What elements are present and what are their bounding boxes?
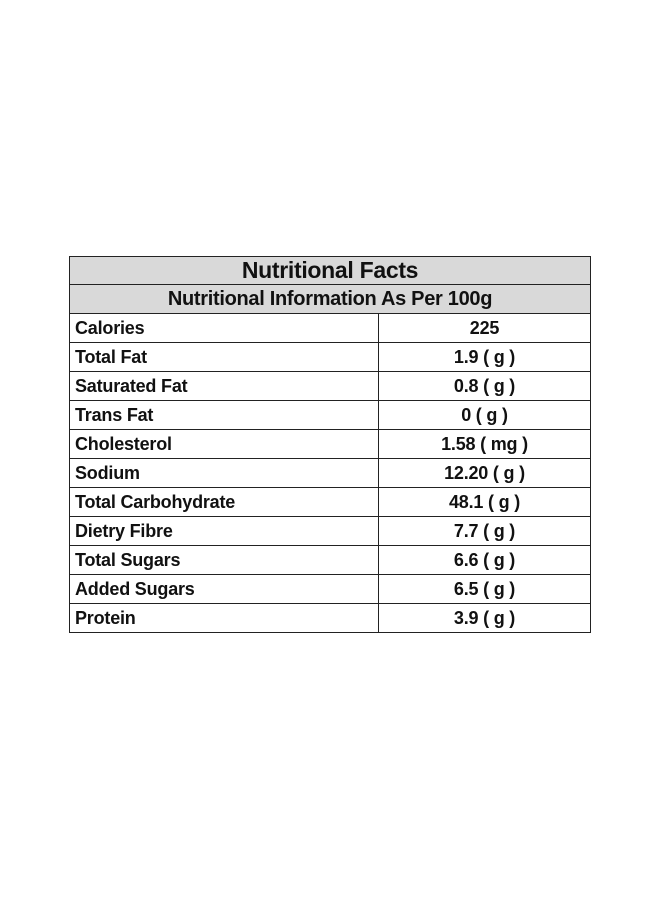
nutrient-name: Sodium [69, 458, 379, 488]
table-row: Total Sugars 6.6 ( g ) [69, 545, 591, 575]
nutrient-name: Total Carbohydrate [69, 487, 379, 517]
nutrient-name: Saturated Fat [69, 371, 379, 401]
table-row: Trans Fat 0 ( g ) [69, 400, 591, 430]
table-row: Cholesterol 1.58 ( mg ) [69, 429, 591, 459]
nutrient-value: 0.8 ( g ) [378, 371, 591, 401]
nutrient-value: 0 ( g ) [378, 400, 591, 430]
table-title-row: Nutritional Facts [69, 256, 591, 285]
table-row: Dietry Fibre 7.7 ( g ) [69, 516, 591, 546]
nutrient-name: Trans Fat [69, 400, 379, 430]
nutrient-name: Calories [69, 313, 379, 343]
nutrient-name: Dietry Fibre [69, 516, 379, 546]
nutrient-value: 7.7 ( g ) [378, 516, 591, 546]
nutrient-value: 1.9 ( g ) [378, 342, 591, 372]
nutrient-value: 1.58 ( mg ) [378, 429, 591, 459]
nutrient-name: Added Sugars [69, 574, 379, 604]
table-title: Nutritional Facts [69, 256, 591, 285]
table-row: Protein 3.9 ( g ) [69, 603, 591, 633]
table-row: Total Fat 1.9 ( g ) [69, 342, 591, 372]
table-row: Total Carbohydrate 48.1 ( g ) [69, 487, 591, 517]
nutrient-value: 12.20 ( g ) [378, 458, 591, 488]
nutrient-name: Total Sugars [69, 545, 379, 575]
table-subtitle-row: Nutritional Information As Per 100g [69, 284, 591, 314]
table-subtitle: Nutritional Information As Per 100g [69, 284, 591, 314]
table-row: Calories 225 [69, 313, 591, 343]
nutrient-name: Cholesterol [69, 429, 379, 459]
nutrient-name: Total Fat [69, 342, 379, 372]
nutrient-value: 225 [378, 313, 591, 343]
nutrient-value: 6.5 ( g ) [378, 574, 591, 604]
nutrient-value: 3.9 ( g ) [378, 603, 591, 633]
table-row: Saturated Fat 0.8 ( g ) [69, 371, 591, 401]
nutrient-value: 48.1 ( g ) [378, 487, 591, 517]
table-row: Sodium 12.20 ( g ) [69, 458, 591, 488]
nutrition-facts-table: Nutritional Facts Nutritional Informatio… [69, 256, 591, 633]
nutrient-name: Protein [69, 603, 379, 633]
table-row: Added Sugars 6.5 ( g ) [69, 574, 591, 604]
nutrient-value: 6.6 ( g ) [378, 545, 591, 575]
